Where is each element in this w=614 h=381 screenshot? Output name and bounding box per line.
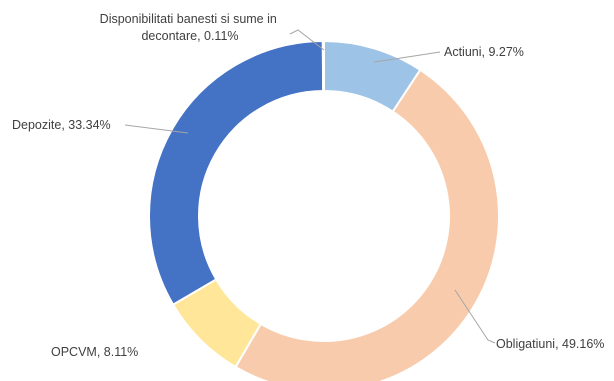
label-actiuni: Actiuni, 9.27% bbox=[444, 45, 524, 59]
label-disponibilitati: Disponibilitati banesti si sume in decon… bbox=[100, 12, 281, 43]
data-labels: Actiuni, 9.27% Obligatiuni, 49.16% OPCVM… bbox=[12, 12, 604, 359]
leader-line-depozite bbox=[124, 124, 189, 134]
slice-obligatiuni bbox=[234, 68, 500, 381]
leader-line-actiuni bbox=[373, 51, 441, 63]
slice-depozite bbox=[148, 39, 325, 307]
label-depozite: Depozite, 33.34% bbox=[12, 118, 111, 132]
leader-line-disponibilitati bbox=[289, 29, 325, 51]
label-opcvm: OPCVM, 8.11% bbox=[51, 345, 138, 359]
chart-slices bbox=[148, 39, 500, 381]
leader-lines bbox=[124, 29, 496, 344]
label-obligatiuni: Obligatiuni, 49.16% bbox=[496, 337, 604, 351]
label-disponibilitati-line-1: Disponibilitati banesti si sume in bbox=[100, 12, 277, 26]
leader-line-obligatiuni bbox=[454, 289, 496, 344]
slice-disponibilitati bbox=[321, 39, 325, 93]
label-disponibilitati-line-2: decontare, 0.11% bbox=[141, 29, 238, 43]
